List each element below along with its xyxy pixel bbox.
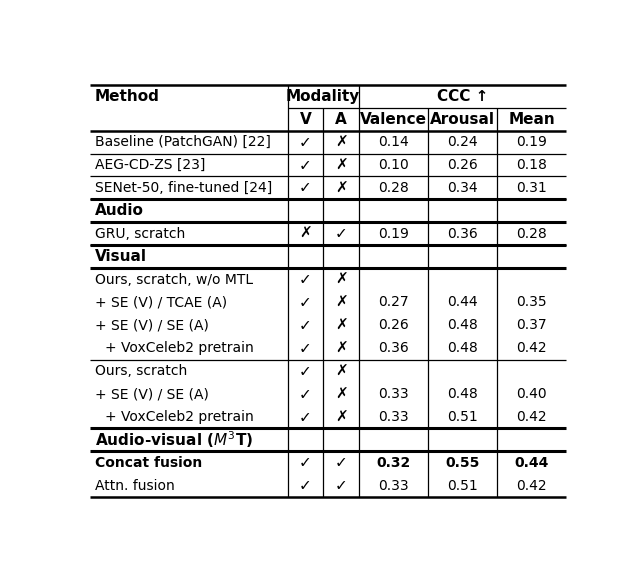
- Text: 0.35: 0.35: [516, 295, 547, 310]
- Text: 0.31: 0.31: [516, 181, 547, 195]
- Text: 0.32: 0.32: [376, 456, 411, 470]
- Text: ✓: ✓: [299, 135, 312, 149]
- Text: 0.26: 0.26: [378, 319, 409, 332]
- Text: ✗: ✗: [299, 226, 312, 241]
- Text: ✓: ✓: [299, 410, 312, 424]
- Text: 0.36: 0.36: [378, 341, 409, 355]
- Text: 0.19: 0.19: [516, 135, 547, 149]
- Text: ✗: ✗: [335, 135, 348, 149]
- Text: ✗: ✗: [335, 410, 348, 424]
- Text: Ours, scratch: Ours, scratch: [95, 364, 187, 378]
- Text: 0.28: 0.28: [516, 227, 547, 241]
- Text: 0.14: 0.14: [378, 135, 409, 149]
- Text: Modality: Modality: [286, 89, 360, 104]
- Text: ✓: ✓: [299, 364, 312, 379]
- Text: ✓: ✓: [335, 455, 348, 470]
- Text: ✓: ✓: [299, 341, 312, 356]
- Text: Audio-visual ($M^3$T): Audio-visual ($M^3$T): [95, 430, 253, 451]
- Text: 0.36: 0.36: [447, 227, 478, 241]
- Text: 0.34: 0.34: [447, 181, 478, 195]
- Text: ✓: ✓: [299, 455, 312, 470]
- Text: GRU, scratch: GRU, scratch: [95, 227, 185, 241]
- Text: + SE (V) / TCAE (A): + SE (V) / TCAE (A): [95, 295, 227, 310]
- Text: + SE (V) / SE (A): + SE (V) / SE (A): [95, 387, 209, 401]
- Text: Method: Method: [95, 89, 160, 104]
- Text: SENet-50, fine-tuned [24]: SENet-50, fine-tuned [24]: [95, 181, 272, 195]
- Text: ✓: ✓: [335, 478, 348, 493]
- Text: 0.44: 0.44: [447, 295, 478, 310]
- Text: ✗: ✗: [335, 364, 348, 379]
- Text: 0.51: 0.51: [447, 410, 478, 424]
- Text: ✓: ✓: [335, 226, 348, 241]
- Text: Visual: Visual: [95, 249, 147, 264]
- Text: Audio: Audio: [95, 203, 144, 218]
- Text: 0.33: 0.33: [378, 410, 409, 424]
- Text: AEG-CD-ZS [23]: AEG-CD-ZS [23]: [95, 158, 205, 172]
- Text: A: A: [335, 112, 347, 127]
- Text: + SE (V) / SE (A): + SE (V) / SE (A): [95, 319, 209, 332]
- Text: ✓: ✓: [299, 181, 312, 195]
- Text: 0.40: 0.40: [516, 387, 547, 401]
- Text: 0.48: 0.48: [447, 341, 478, 355]
- Text: Valence: Valence: [360, 112, 427, 127]
- Text: 0.48: 0.48: [447, 319, 478, 332]
- Text: 0.24: 0.24: [447, 135, 478, 149]
- Text: ✗: ✗: [335, 318, 348, 333]
- Text: 0.26: 0.26: [447, 158, 478, 172]
- Text: 0.33: 0.33: [378, 479, 409, 493]
- Text: 0.42: 0.42: [516, 410, 547, 424]
- Text: 0.55: 0.55: [445, 456, 480, 470]
- Text: Mean: Mean: [508, 112, 555, 127]
- Text: + VoxCeleb2 pretrain: + VoxCeleb2 pretrain: [105, 410, 253, 424]
- Text: 0.27: 0.27: [378, 295, 409, 310]
- Text: 0.19: 0.19: [378, 227, 409, 241]
- Text: + VoxCeleb2 pretrain: + VoxCeleb2 pretrain: [105, 341, 253, 355]
- Text: Concat fusion: Concat fusion: [95, 456, 202, 470]
- Text: ✗: ✗: [335, 181, 348, 195]
- Text: Arousal: Arousal: [430, 112, 495, 127]
- Text: 0.42: 0.42: [516, 479, 547, 493]
- Text: CCC ↑: CCC ↑: [437, 89, 488, 104]
- Text: 0.42: 0.42: [516, 341, 547, 355]
- Text: 0.37: 0.37: [516, 319, 547, 332]
- Text: 0.33: 0.33: [378, 387, 409, 401]
- Text: Baseline (PatchGAN) [22]: Baseline (PatchGAN) [22]: [95, 135, 271, 149]
- Text: 0.10: 0.10: [378, 158, 409, 172]
- Text: Ours, scratch, w/o MTL: Ours, scratch, w/o MTL: [95, 273, 253, 286]
- Text: 0.44: 0.44: [515, 456, 548, 470]
- Text: 0.48: 0.48: [447, 387, 478, 401]
- Text: ✗: ✗: [335, 341, 348, 356]
- Text: ✓: ✓: [299, 272, 312, 287]
- Text: 0.28: 0.28: [378, 181, 409, 195]
- Text: ✓: ✓: [299, 387, 312, 402]
- Text: V: V: [300, 112, 311, 127]
- Text: Attn. fusion: Attn. fusion: [95, 479, 175, 493]
- Text: ✓: ✓: [299, 478, 312, 493]
- Text: 0.51: 0.51: [447, 479, 478, 493]
- Text: 0.18: 0.18: [516, 158, 547, 172]
- Text: ✓: ✓: [299, 318, 312, 333]
- Text: ✓: ✓: [299, 157, 312, 173]
- Text: ✓: ✓: [299, 295, 312, 310]
- Text: ✗: ✗: [335, 157, 348, 173]
- Text: ✗: ✗: [335, 387, 348, 402]
- Text: ✗: ✗: [335, 295, 348, 310]
- Text: ✗: ✗: [335, 272, 348, 287]
